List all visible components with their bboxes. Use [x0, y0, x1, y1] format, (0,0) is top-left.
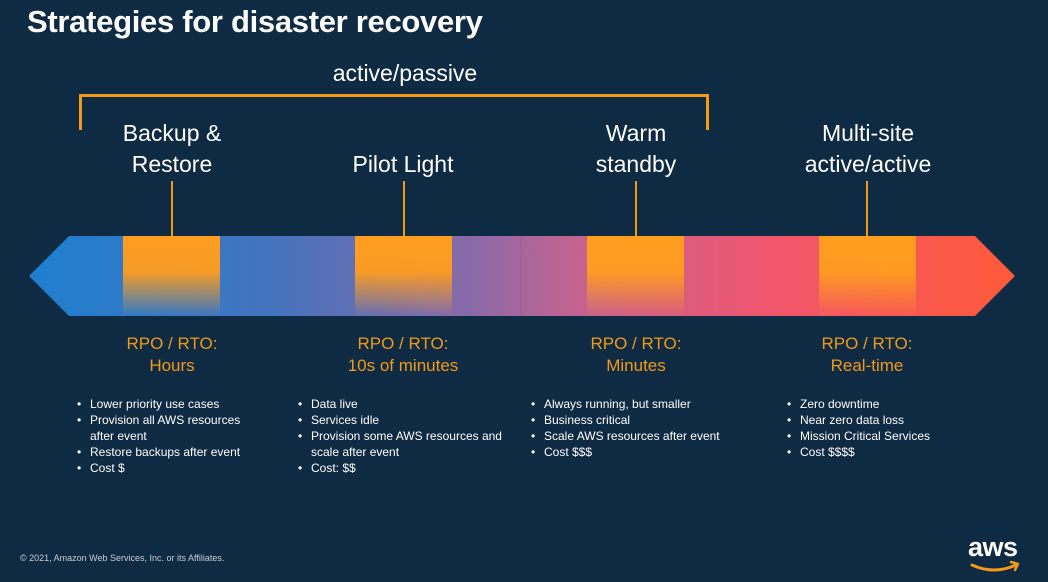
strategy-title-line1: Multi-site [821, 120, 914, 146]
segment-warm-standby [587, 236, 684, 316]
copyright-footer: © 2021, Amazon Web Services, Inc. or its… [20, 553, 225, 563]
active-passive-bracket [79, 94, 709, 130]
bullet-item: Cost: $$ [298, 460, 526, 476]
bullet-item: Data live [298, 396, 526, 412]
rpo-rto-value: Hours [149, 356, 195, 375]
connector-pilot-light [403, 181, 405, 237]
strategy-backup-restore-title: Backup & Restore [97, 118, 247, 180]
strategy-multi-site-title: Multi-site active/active [788, 118, 948, 180]
bullets-multi-site: Zero downtime Near zero data loss Missio… [786, 396, 1000, 460]
rpo-rto-multi-site: RPO / RTO: Real-time [792, 333, 942, 377]
active-passive-label: active/passive [332, 60, 478, 86]
rpo-rto-pilot-light: RPO / RTO: 10s of minutes [318, 333, 488, 377]
bullet-item-continuation: scale after event [311, 445, 400, 459]
slide-title: Strategies for disaster recovery [27, 4, 483, 39]
rpo-rto-label: RPO / RTO: [821, 334, 913, 353]
segment-pilot-light [355, 236, 452, 316]
strategy-title-line1: Warm [605, 120, 667, 146]
bullet-item-continuation: after event [90, 429, 147, 443]
strategy-title-line1: Pilot Light [352, 151, 454, 177]
bullet-item: Mission Critical Services [787, 428, 1000, 444]
bullet-item: Business critical [531, 412, 754, 428]
spectrum-arrow-body [29, 236, 1015, 316]
rpo-rto-backup-restore: RPO / RTO: Hours [97, 333, 247, 377]
connector-backup-restore [171, 181, 173, 237]
bullet-item: Cost $$$ [531, 444, 754, 460]
bullet-item: Provision some AWS resources and [298, 428, 526, 444]
strategy-title-line2: Restore [131, 151, 213, 177]
rpo-rto-value: 10s of minutes [347, 356, 459, 375]
bullet-item: Zero downtime [787, 396, 1000, 412]
strategy-title-line1: Backup & [122, 120, 222, 146]
bullet-item: Cost $$$$ [787, 444, 1000, 460]
bullet-item: Always running, but smaller [531, 396, 754, 412]
bullet-item: Scale AWS resources after event [531, 428, 754, 444]
bullet-item: Provision all AWS resources [77, 412, 290, 428]
connector-warm-standby [635, 181, 637, 237]
aws-logo: aws [968, 532, 1024, 576]
rpo-rto-label: RPO / RTO: [126, 334, 218, 353]
bullet-item: Restore backups after event [77, 444, 290, 460]
rpo-rto-warm-standby: RPO / RTO: Minutes [561, 333, 711, 377]
bullets-pilot-light: Data live Services idle Provision some A… [297, 396, 526, 476]
bullet-item: Near zero data loss [787, 412, 1000, 428]
rpo-rto-label: RPO / RTO: [357, 334, 449, 353]
strategy-title-line2: standby [595, 151, 677, 177]
bullet-item: Lower priority use cases [77, 396, 290, 412]
bullet-item: Services idle [298, 412, 526, 428]
segment-backup-restore [123, 236, 220, 316]
aws-smile-icon [970, 560, 1020, 572]
segment-multi-site [819, 236, 916, 316]
strategy-pilot-light-title: Pilot Light [328, 149, 478, 180]
bullet-item: Cost $ [77, 460, 290, 476]
bullets-warm-standby: Always running, but smaller Business cri… [530, 396, 754, 460]
rpo-rto-value: Real-time [830, 356, 904, 375]
rpo-rto-value: Minutes [606, 356, 666, 375]
bullets-backup-restore: Lower priority use cases Provision all A… [76, 396, 290, 476]
connector-multi-site [866, 181, 868, 237]
strategy-title-line2: active/active [804, 151, 932, 177]
strategy-warm-standby-title: Warm standby [561, 118, 711, 180]
aws-logo-text: aws [968, 532, 1018, 562]
rpo-rto-label: RPO / RTO: [590, 334, 682, 353]
